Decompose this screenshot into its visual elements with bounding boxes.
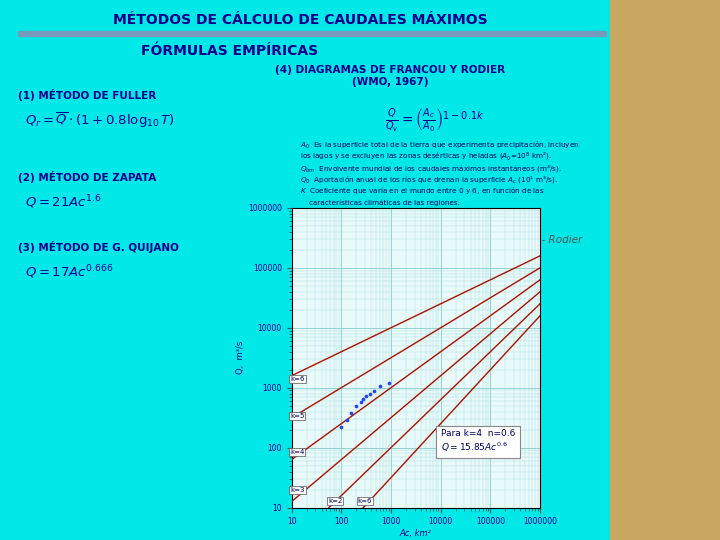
- Text: $A_0$  Es la superficie total de la tierra que experimenta precipitación, incluy: $A_0$ Es la superficie total de la tierr…: [300, 139, 580, 151]
- Point: [358, 395, 369, 403]
- Point: [346, 409, 357, 417]
- Text: $\frac{Q}{Q_v} = \left(\frac{A_c}{A_0}\right)^{1-0.1k}$: $\frac{Q}{Q_v} = \left(\frac{A_c}{A_0}\r…: [385, 106, 485, 133]
- Point: [341, 416, 353, 424]
- Bar: [18, 31, 606, 36]
- Text: $K$  Coeficiente que varía en el mundo entre 0 y 6, en función de las: $K$ Coeficiente que varía en el mundo en…: [300, 186, 545, 197]
- X-axis label: Ac, km²: Ac, km²: [400, 529, 432, 538]
- Text: (2) MÉTODO DE ZAPATA: (2) MÉTODO DE ZAPATA: [18, 171, 156, 183]
- Point: [351, 401, 362, 410]
- Text: los lagos y se excluyen las zonas desérticas y heladas ($A_0$=10$^8$ km²).: los lagos y se excluyen las zonas desért…: [300, 150, 552, 163]
- Text: $Q_0$  Aportación anual de los ríos que drenan la superficie $A_c$ (10¹ m³/s).: $Q_0$ Aportación anual de los ríos que d…: [300, 174, 558, 185]
- Text: $Q_{bm}$  Envolvente mundial de los caudales máximos instantáneos (m³/s).: $Q_{bm}$ Envolvente mundial de los cauda…: [300, 163, 562, 173]
- Text: (1) MÉTODO DE FULLER: (1) MÉTODO DE FULLER: [18, 89, 156, 101]
- Text: k=3: k=3: [290, 487, 305, 492]
- Point: [383, 379, 395, 387]
- Text: Nomogramas de Francou - Rodier: Nomogramas de Francou - Rodier: [408, 235, 582, 245]
- Text: k=2: k=2: [328, 498, 342, 504]
- Text: $Q = 17Ac^{0.666}$: $Q = 17Ac^{0.666}$: [25, 263, 113, 281]
- Text: (3) MÉTODO DE G. QUIJANO: (3) MÉTODO DE G. QUIJANO: [18, 241, 179, 253]
- Point: [368, 387, 379, 396]
- Point: [336, 423, 347, 431]
- Point: [355, 397, 366, 406]
- Text: $Q_r = \overline{Q} \cdot (1 + 0.8\log_{10} T)$: $Q_r = \overline{Q} \cdot (1 + 0.8\log_{…: [25, 110, 175, 130]
- Text: características climáticas de las regiones.: características climáticas de las region…: [300, 199, 460, 206]
- Text: FÓRMULAS EMPÍRICAS: FÓRMULAS EMPÍRICAS: [141, 44, 318, 58]
- Y-axis label: Q,  m³/s: Q, m³/s: [236, 341, 245, 374]
- Point: [361, 392, 372, 401]
- Point: [364, 390, 376, 399]
- Text: k=6: k=6: [290, 376, 305, 382]
- Text: MÉTODOS DE CÁLCULO DE CAUDALES MÁXIMOS: MÉTODOS DE CÁLCULO DE CAUDALES MÁXIMOS: [113, 13, 487, 27]
- Text: Para k=4  n=0.6
$Q = 15.85Ac^{0.6}$: Para k=4 n=0.6 $Q = 15.85Ac^{0.6}$: [441, 429, 515, 454]
- Text: (WMO, 1967): (WMO, 1967): [352, 77, 428, 87]
- Text: k=5: k=5: [290, 413, 305, 419]
- Text: k=6: k=6: [358, 498, 372, 504]
- Bar: [610, 0, 720, 540]
- Point: [374, 382, 386, 391]
- Text: $Q = 21Ac^{1.6}$: $Q = 21Ac^{1.6}$: [25, 193, 102, 211]
- Text: k=4: k=4: [290, 449, 305, 455]
- Text: (4) DIAGRAMAS DE FRANCOU Y RODIER: (4) DIAGRAMAS DE FRANCOU Y RODIER: [275, 65, 505, 75]
